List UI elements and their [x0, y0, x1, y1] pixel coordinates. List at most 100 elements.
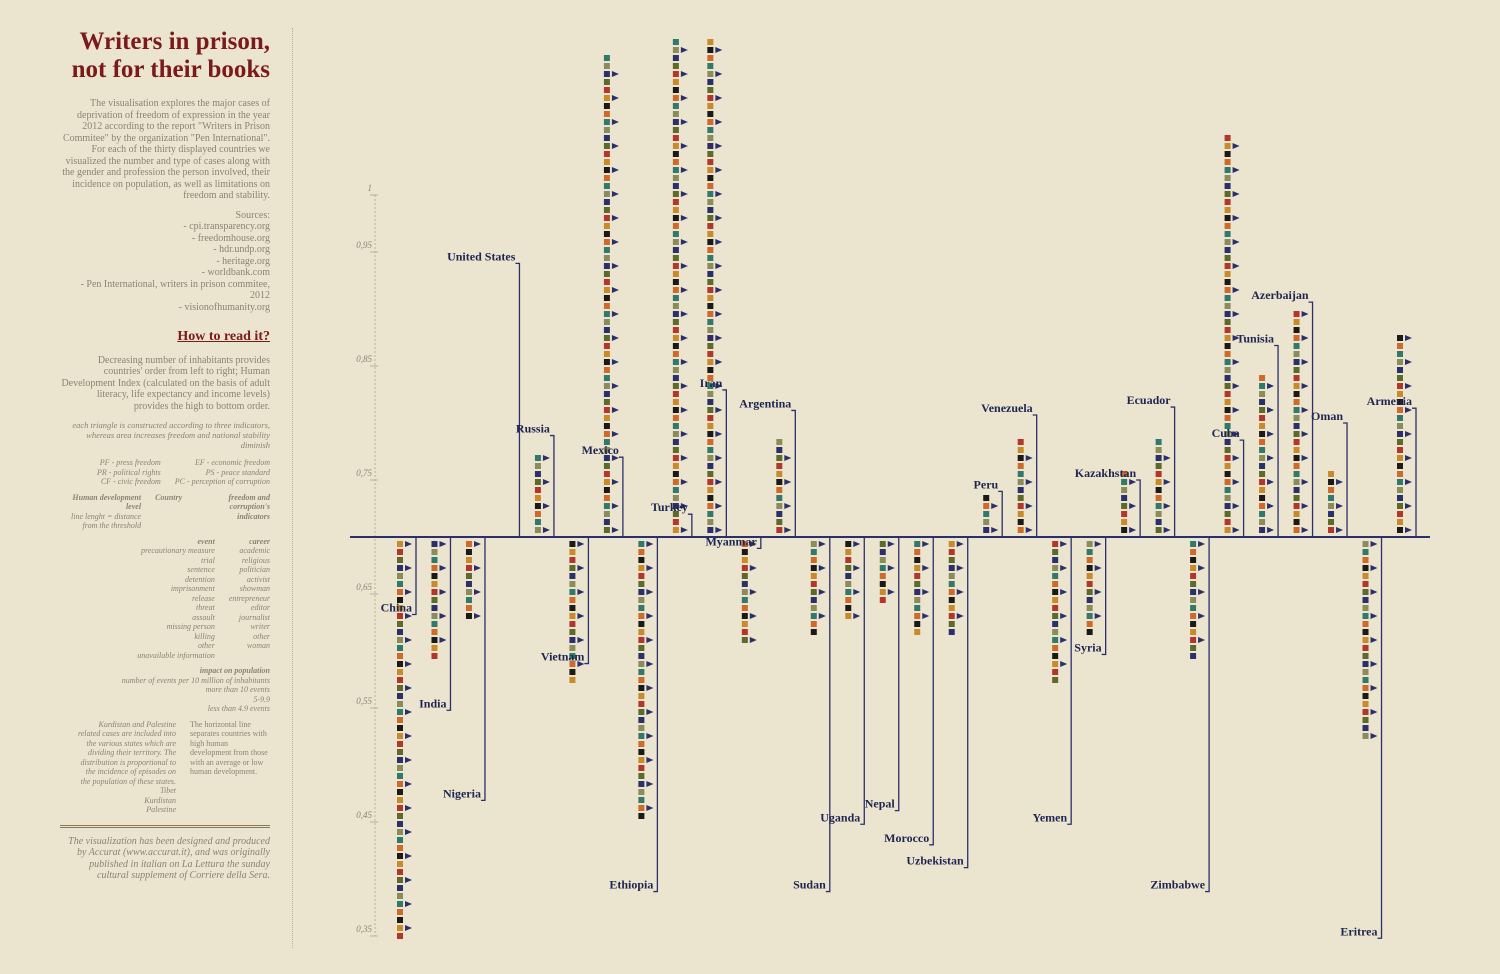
case-icon	[1086, 629, 1093, 635]
case-icon	[1086, 573, 1093, 579]
case-icon	[707, 287, 714, 293]
case-icon	[534, 479, 541, 485]
case-icon	[397, 589, 403, 595]
case-icon	[948, 565, 955, 571]
case-icon	[672, 127, 679, 133]
case-icon	[672, 159, 679, 165]
case-icon	[914, 621, 921, 627]
case-icon	[845, 573, 852, 579]
case-icon	[1397, 391, 1403, 397]
case-icon	[397, 605, 403, 611]
case-icon	[707, 55, 714, 61]
case-icon	[431, 589, 438, 595]
case-icon	[603, 327, 610, 333]
case-icon	[1362, 581, 1369, 587]
case-icon	[603, 351, 610, 357]
case-flag	[1405, 407, 1412, 413]
case-icon	[707, 159, 714, 165]
case-icon	[879, 565, 886, 571]
hdi-line	[1032, 414, 1038, 537]
country-label: Russia	[516, 422, 550, 436]
case-icon	[603, 191, 610, 197]
career: writer	[250, 622, 270, 631]
case-icon	[707, 191, 714, 197]
case-icon	[1017, 479, 1024, 485]
case-icon	[397, 629, 403, 635]
case-icon	[1328, 519, 1335, 525]
case-icon	[1362, 733, 1369, 739]
case-flag	[680, 191, 688, 197]
case-flag	[1267, 479, 1275, 485]
case-icon	[534, 511, 541, 517]
case-column	[397, 541, 412, 939]
case-icon	[1052, 581, 1059, 587]
case-flag	[1232, 383, 1240, 389]
case-flag	[922, 589, 930, 595]
case-icon	[707, 327, 714, 333]
hdi-line	[618, 456, 624, 537]
case-icon	[1362, 605, 1369, 611]
case-flag	[611, 263, 619, 269]
source: - freedomhouse.org	[191, 232, 270, 244]
case-icon	[603, 135, 610, 141]
country-label: Vietnam	[541, 650, 585, 664]
case-flag	[1198, 541, 1206, 547]
case-icon	[397, 613, 403, 619]
case-icon	[1397, 367, 1403, 373]
case-icon	[672, 79, 679, 85]
case-icon	[845, 565, 852, 571]
case-icon	[672, 335, 679, 341]
case-flag	[1370, 613, 1378, 619]
case-icon	[638, 709, 645, 715]
case-icon	[1224, 279, 1231, 285]
case-flag	[1267, 407, 1275, 413]
case-icon	[1293, 431, 1300, 437]
case-flag	[1232, 431, 1240, 437]
case-icon	[1052, 541, 1059, 547]
case-flag	[818, 565, 826, 571]
case-flag	[680, 167, 688, 173]
y-tick-label: 0,95	[356, 240, 372, 250]
source: - heritage.org	[216, 255, 270, 267]
case-icon	[1259, 431, 1266, 437]
case-icon	[1121, 519, 1128, 525]
case-icon	[1190, 597, 1197, 603]
case-flag	[956, 613, 964, 619]
case-icon	[534, 471, 541, 477]
country-label: Armenia	[1367, 394, 1412, 408]
case-icon	[397, 749, 403, 755]
case-icon	[914, 629, 921, 635]
case-icon	[879, 557, 886, 563]
case-icon	[1293, 335, 1300, 341]
case-flag	[611, 335, 619, 341]
case-icon	[672, 383, 679, 389]
case-icon	[1362, 621, 1369, 627]
case-flag	[715, 335, 723, 341]
case-icon	[672, 319, 679, 325]
case-icon	[397, 733, 403, 739]
case-icon	[1362, 669, 1369, 675]
case-flag	[1060, 541, 1068, 547]
case-icon	[1190, 645, 1197, 651]
case-icon	[672, 479, 679, 485]
case-icon	[707, 447, 714, 453]
case-flag	[1232, 263, 1240, 269]
case-icon	[672, 135, 679, 141]
case-icon	[569, 541, 576, 547]
case-flag	[1232, 527, 1240, 533]
case-flag	[680, 455, 688, 461]
case-icon	[1293, 511, 1300, 517]
case-icon	[603, 167, 610, 173]
career: religious	[241, 555, 270, 565]
case-flag	[680, 239, 688, 245]
case-icon	[810, 541, 817, 547]
case-flag	[1232, 455, 1240, 461]
case-flag	[680, 47, 688, 53]
case-column	[1328, 471, 1344, 533]
case-icon	[1121, 487, 1128, 493]
case-column	[1293, 311, 1309, 533]
case-flag	[749, 637, 757, 643]
case-icon	[672, 295, 679, 301]
country-label: Yemen	[1033, 810, 1068, 824]
case-icon	[672, 311, 679, 317]
